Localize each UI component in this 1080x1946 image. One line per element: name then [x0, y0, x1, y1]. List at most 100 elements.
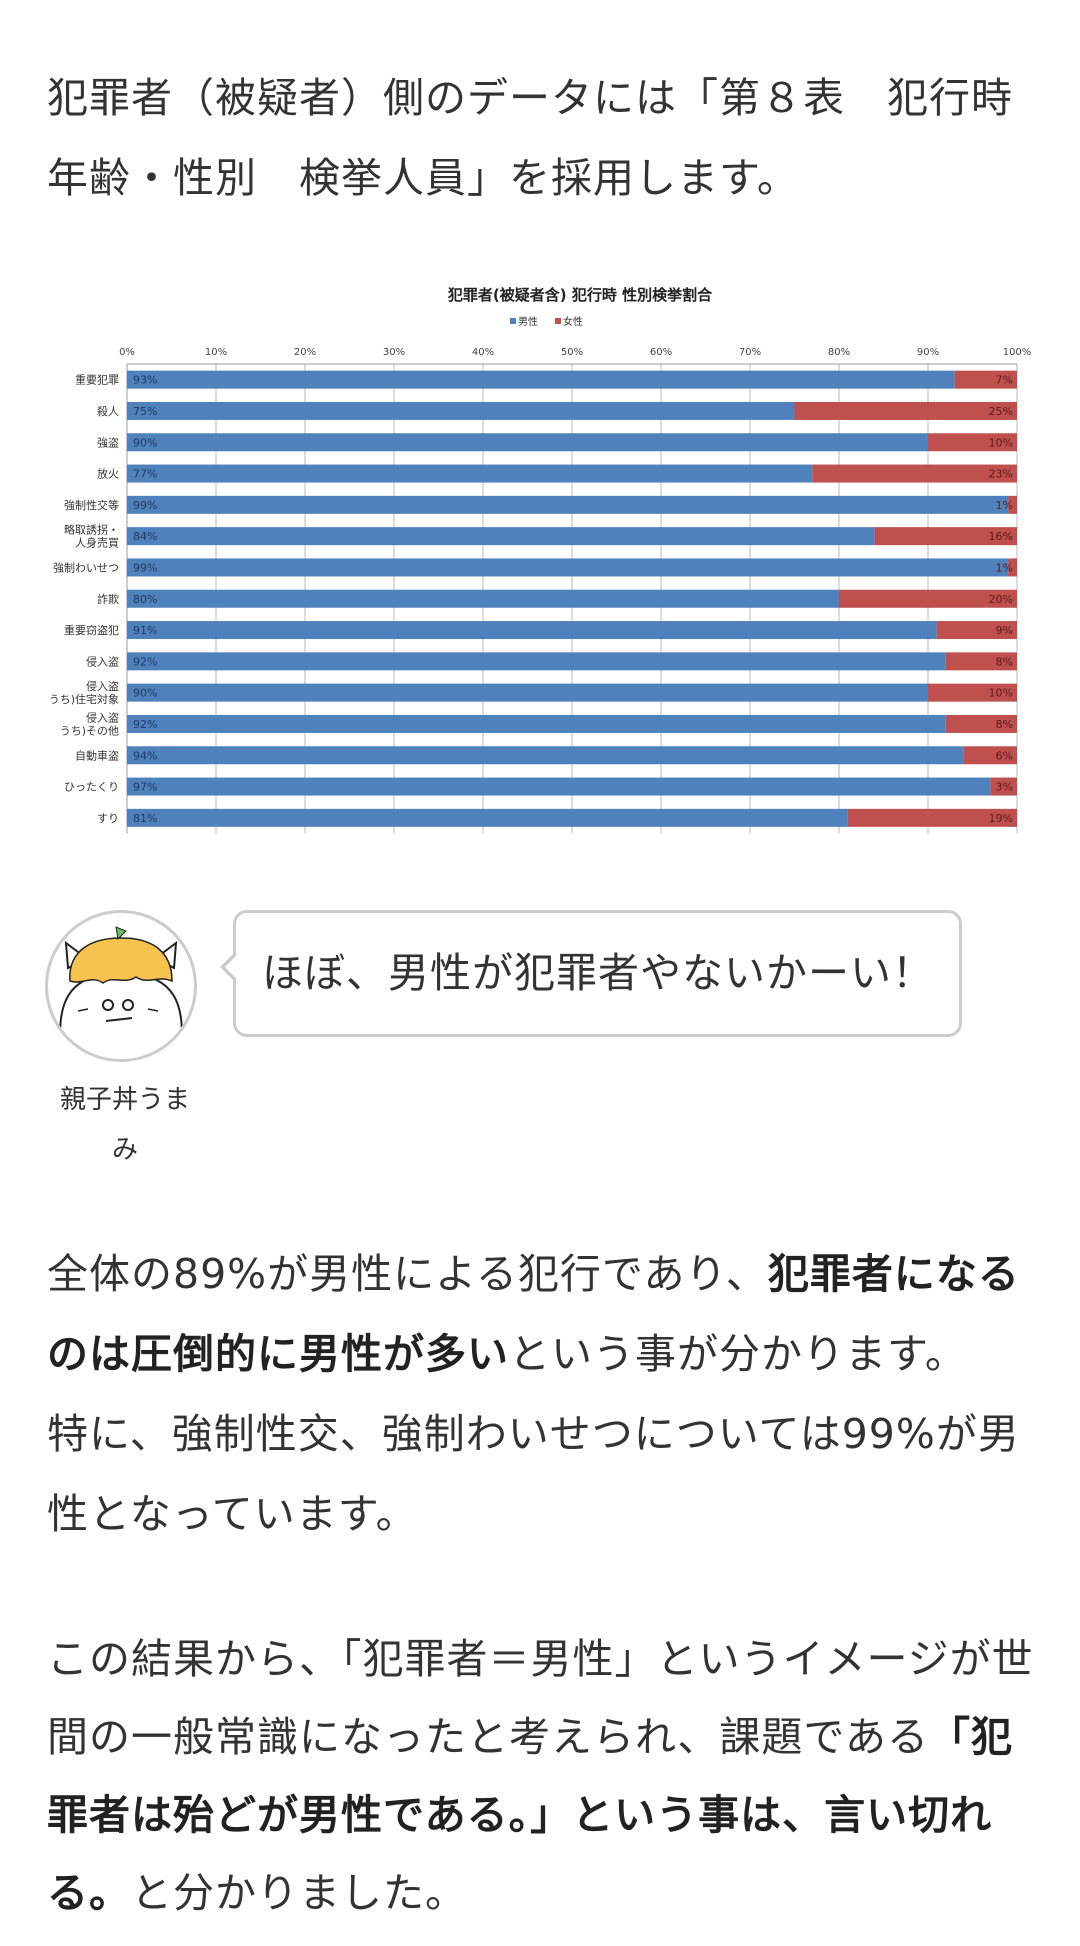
x-tick-label: 90%	[917, 347, 939, 358]
category-label: 強盗	[97, 436, 119, 449]
bar-female	[874, 527, 1017, 546]
data-label-male: 91%	[133, 624, 157, 637]
data-label-male: 92%	[133, 655, 157, 668]
text: 特に、強制性交、強制わいせつについては99%が男性となっています。	[47, 1410, 1020, 1538]
chart-title: 犯罪者(被疑者含) 犯行時 性別検挙割合	[447, 286, 713, 304]
bar-female	[928, 683, 1017, 702]
data-label-male: 94%	[133, 749, 157, 762]
text: 全体の89%が男性による犯行であり、	[47, 1250, 768, 1298]
bar-male	[127, 401, 795, 420]
data-label-male: 99%	[133, 561, 157, 574]
data-label-female: 7%	[996, 374, 1013, 387]
data-label-female: 6%	[996, 749, 1013, 762]
bar-female	[936, 621, 1017, 640]
category-label: 略取誘拐・	[64, 523, 119, 537]
data-label-female: 20%	[989, 593, 1013, 606]
data-label-male: 75%	[133, 405, 157, 418]
bold-text: 「犯罪者は殆どが男性である。」という事は、言い切れる。	[47, 1713, 1013, 1917]
text: と分かりました。	[131, 1869, 467, 1917]
text: という事が分かります。	[509, 1330, 967, 1378]
data-label-female: 3%	[996, 781, 1013, 794]
bar-female	[928, 433, 1017, 452]
category-label: 自動車盗	[75, 748, 119, 762]
avatar-name: 親子丼うま み	[40, 1075, 210, 1175]
bar-female	[847, 808, 1017, 827]
avatar-name-line: 親子丼うま	[59, 1085, 190, 1115]
data-label-male: 80%	[133, 593, 157, 606]
category-label: うち)住宅対象	[49, 692, 119, 706]
data-label-male: 81%	[133, 812, 157, 825]
bar-male	[127, 652, 946, 671]
category-label: 殺人	[97, 404, 119, 418]
bar-female	[1008, 558, 1017, 577]
bar-male	[127, 746, 964, 765]
intro-paragraph: 犯罪者（被疑者）側のデータには「第８表 犯行時年齢・性別 検挙人員」を採用します…	[47, 74, 1013, 202]
category-label: 放火	[97, 467, 119, 481]
data-label-female: 23%	[989, 468, 1013, 481]
x-tick-label: 50%	[561, 347, 583, 358]
category-label: 強制わいせつ	[53, 561, 119, 574]
bold-text: 犯罪者になるのは圧倒的に男性が多い	[47, 1250, 1020, 1378]
data-label-female: 16%	[989, 530, 1013, 543]
conclusion-paragraph: この結果から、「犯罪者＝男性」というイメージが世間の一般常識になったと考えられ、…	[47, 1620, 1037, 1932]
category-label: 強制性交等	[64, 498, 119, 512]
category-label: すり	[97, 812, 119, 825]
bar-male	[127, 808, 848, 827]
x-tick-label: 10%	[205, 347, 227, 358]
category-label: 重要窃盗犯	[64, 623, 119, 637]
data-label-female: 1%	[996, 561, 1013, 574]
category-label: 侵入盗	[86, 655, 119, 668]
bar-female	[954, 370, 1017, 389]
data-label-female: 9%	[996, 624, 1013, 637]
data-label-male: 93%	[133, 374, 157, 387]
data-label-female: 19%	[989, 812, 1013, 825]
category-label: 侵入盗	[86, 680, 119, 693]
text: この結果から、「犯罪者＝男性」というイメージが世間の一般常識になったと考えられ、…	[47, 1635, 1034, 1761]
legend-swatch	[510, 318, 516, 324]
bar-male	[127, 683, 928, 702]
bar-male	[127, 589, 839, 608]
x-tick-label: 40%	[472, 347, 494, 358]
legend-label: 男性	[518, 315, 538, 328]
legend-label: 女性	[563, 315, 583, 328]
data-label-male: 99%	[133, 499, 157, 512]
bar-female	[1008, 495, 1017, 514]
legend-swatch	[555, 318, 561, 324]
cat-avatar-icon	[59, 926, 183, 1059]
x-tick-label: 30%	[383, 347, 405, 358]
x-tick-label: 100%	[1003, 347, 1032, 358]
data-label-male: 92%	[133, 718, 157, 731]
bar-male	[127, 370, 955, 389]
bar-male	[127, 464, 813, 483]
bar-female	[839, 589, 1017, 608]
data-label-male: 84%	[133, 530, 157, 543]
x-tick-label: 70%	[739, 347, 761, 358]
bar-female	[945, 652, 1017, 671]
bar-male	[127, 714, 946, 733]
x-tick-label: 80%	[828, 347, 850, 358]
data-label-male: 90%	[133, 436, 157, 449]
data-label-female: 10%	[989, 687, 1013, 700]
speech-bubble: ほぼ、男性が犯罪者やないかーい！	[220, 910, 962, 1037]
avatar	[45, 910, 197, 1062]
data-label-female: 8%	[996, 718, 1013, 731]
bar-male	[127, 777, 991, 796]
data-label-female: 25%	[989, 405, 1013, 418]
data-label-male: 77%	[133, 468, 157, 481]
data-label-female: 8%	[996, 655, 1013, 668]
bar-female	[945, 714, 1017, 733]
bar-male	[127, 558, 1009, 577]
category-label: 人身売買	[75, 536, 119, 550]
bar-male	[127, 621, 937, 640]
category-label: 重要犯罪	[75, 373, 119, 387]
bar-female	[794, 401, 1017, 420]
summary-paragraph: 全体の89%が男性による犯行であり、犯罪者になるのは圧倒的に男性が多いという事が…	[47, 1234, 1037, 1554]
bar-male	[127, 495, 1009, 514]
bar-female	[963, 746, 1017, 765]
bar-male	[127, 433, 928, 452]
category-label: ひったくり	[64, 781, 119, 794]
x-tick-label: 0%	[119, 347, 135, 358]
category-label: うち)その他	[60, 724, 119, 737]
data-label-male: 90%	[133, 687, 157, 700]
avatar-name-line: み	[111, 1135, 138, 1165]
